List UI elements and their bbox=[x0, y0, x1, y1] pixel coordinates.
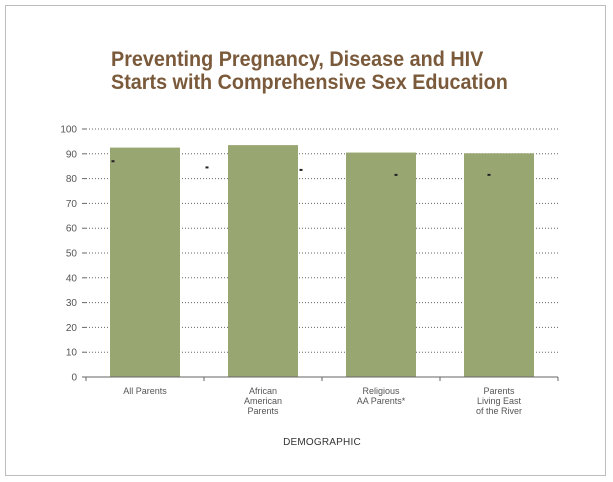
y-tick-label-40: 40 bbox=[66, 273, 78, 284]
x-tick-label-2-line-0: Religious bbox=[362, 386, 400, 396]
x-tick-label-3-line-2: of the River bbox=[476, 406, 522, 416]
marker-3 bbox=[394, 173, 398, 176]
chart-title-line-2: Starts with Comprehensive Sex Education bbox=[111, 70, 508, 94]
x-axis-title: DEMOGRAPHIC bbox=[283, 437, 361, 448]
y-tick-label-60: 60 bbox=[66, 224, 78, 235]
x-tick-label-0: All Parents bbox=[123, 386, 167, 396]
marker-0 bbox=[111, 160, 115, 163]
x-tick-label-2-line-1: AA Parents* bbox=[357, 396, 406, 406]
bars bbox=[110, 145, 534, 377]
y-tick-label-100: 100 bbox=[60, 125, 77, 136]
x-tick-label-1: African American Parents bbox=[244, 386, 282, 416]
marker-2 bbox=[299, 168, 303, 171]
marker-1 bbox=[205, 166, 209, 169]
x-tick-label-1-line-2: Parents bbox=[247, 406, 279, 416]
y-tick-label-80: 80 bbox=[66, 174, 78, 185]
x-tick-label-3-line-1: Living East bbox=[477, 396, 522, 406]
y-axis: 0 10 20 30 40 50 60 70 80 90 100 bbox=[60, 125, 86, 384]
marker-4 bbox=[487, 173, 491, 176]
chart-title-line-1: Preventing Pregnancy, Disease and HIV bbox=[111, 47, 484, 71]
y-tick-label-10: 10 bbox=[66, 348, 78, 359]
y-tick-label-20: 20 bbox=[66, 323, 78, 334]
y-tick-label-50: 50 bbox=[66, 249, 78, 260]
bar-1 bbox=[228, 145, 298, 377]
markers bbox=[111, 160, 491, 176]
bar-0 bbox=[110, 147, 180, 377]
x-axis bbox=[85, 376, 559, 381]
x-axis-labels: All Parents African American ParentsReligio… bbox=[123, 386, 522, 416]
x-tick-label-0-line-0: All Parents bbox=[123, 386, 167, 396]
bar-2 bbox=[346, 152, 416, 377]
y-tick-label-70: 70 bbox=[66, 199, 78, 210]
x-tick-label-1-line-0: African bbox=[249, 386, 277, 396]
chart-title: Preventing Pregnancy, Disease and HIV St… bbox=[111, 48, 543, 94]
x-tick-label-3-line-0: Parents bbox=[483, 386, 515, 396]
x-tick-label-1-line-1: American bbox=[244, 396, 282, 406]
x-tick-label-2: Religious AA Parents* bbox=[357, 386, 406, 406]
y-tick-label-30: 30 bbox=[66, 298, 78, 309]
bar-3 bbox=[464, 153, 534, 377]
x-tick-label-3: Parents Living East of the River bbox=[476, 386, 522, 416]
y-tick-label-90: 90 bbox=[66, 149, 78, 160]
y-tick-label-0: 0 bbox=[71, 373, 77, 384]
